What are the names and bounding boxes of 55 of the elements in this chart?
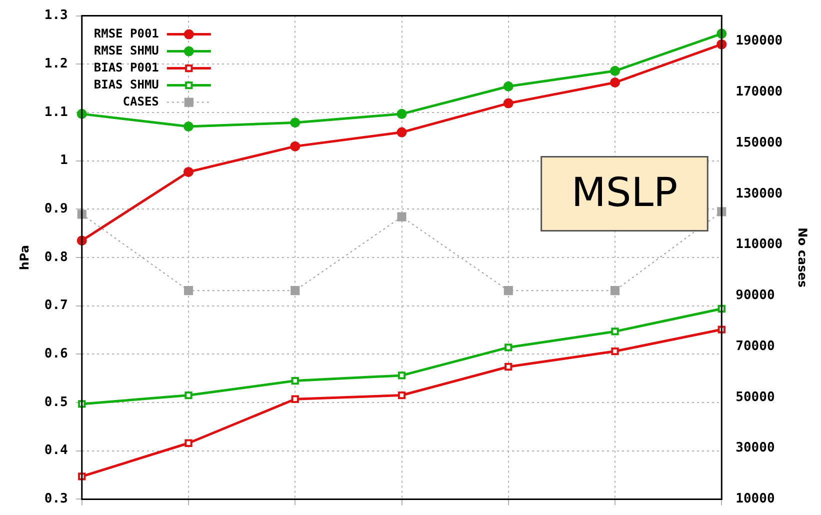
legend-label: RMSE SHMU: [94, 43, 159, 58]
point: [397, 212, 406, 222]
y2-tick-label: 130000: [736, 186, 783, 202]
point: [290, 286, 300, 296]
y-tick-label: 1.3: [44, 8, 68, 24]
y2-tick-label: 110000: [736, 237, 783, 252]
point: [396, 108, 407, 119]
y-tick-label: 1.1: [44, 104, 68, 120]
y-tick-label: 1.2: [44, 56, 68, 72]
point: [396, 127, 407, 138]
legend-label: BIAS P001: [94, 60, 159, 74]
y2-tick-label: 90000: [736, 288, 775, 304]
point: [398, 372, 406, 380]
point: [504, 286, 513, 296]
point: [610, 66, 620, 76]
y2-tick-label: 170000: [736, 84, 783, 100]
y-tick-label: 0.5: [44, 394, 68, 410]
y-tick-label: 0.6: [44, 346, 68, 362]
y2-tick-label: 150000: [736, 135, 783, 150]
y2-axis-title: No cases: [796, 227, 810, 288]
point: [503, 98, 514, 108]
point: [184, 122, 194, 132]
point: [611, 328, 619, 336]
point: [290, 141, 300, 152]
point: [290, 118, 300, 128]
point: [291, 395, 299, 403]
y-tick-label: 0.9: [44, 202, 68, 217]
legend-label: RMSE P001: [94, 26, 159, 40]
point: [184, 439, 192, 447]
point: [77, 210, 86, 219]
point: [291, 376, 299, 385]
y-tick-label: 0.4: [44, 443, 68, 458]
point: [398, 391, 406, 400]
y2-tick-label: 190000: [736, 34, 783, 49]
y-tick-label: 0.7: [44, 298, 68, 314]
legend-label: BIAS SHMU: [94, 77, 159, 92]
point: [184, 286, 194, 296]
y2-tick-label: 10000: [736, 492, 775, 507]
point: [504, 362, 512, 371]
point: [184, 391, 192, 400]
point: [504, 344, 512, 352]
y-axis-title: hPa: [17, 244, 32, 270]
y-tick-label: 0.8: [44, 250, 68, 265]
y-tick-label: 0.3: [44, 492, 68, 507]
y2-tick-label: 30000: [736, 440, 775, 456]
point: [610, 286, 620, 296]
y-tick-label: 1: [60, 153, 68, 168]
point: [611, 347, 619, 356]
point: [503, 81, 514, 92]
point: [610, 78, 620, 88]
y2-tick-label: 70000: [736, 338, 775, 354]
annotation: MSLP: [571, 170, 678, 216]
legend-label: CASES: [122, 94, 159, 108]
y2-tick-label: 50000: [736, 390, 775, 405]
point: [184, 166, 194, 177]
